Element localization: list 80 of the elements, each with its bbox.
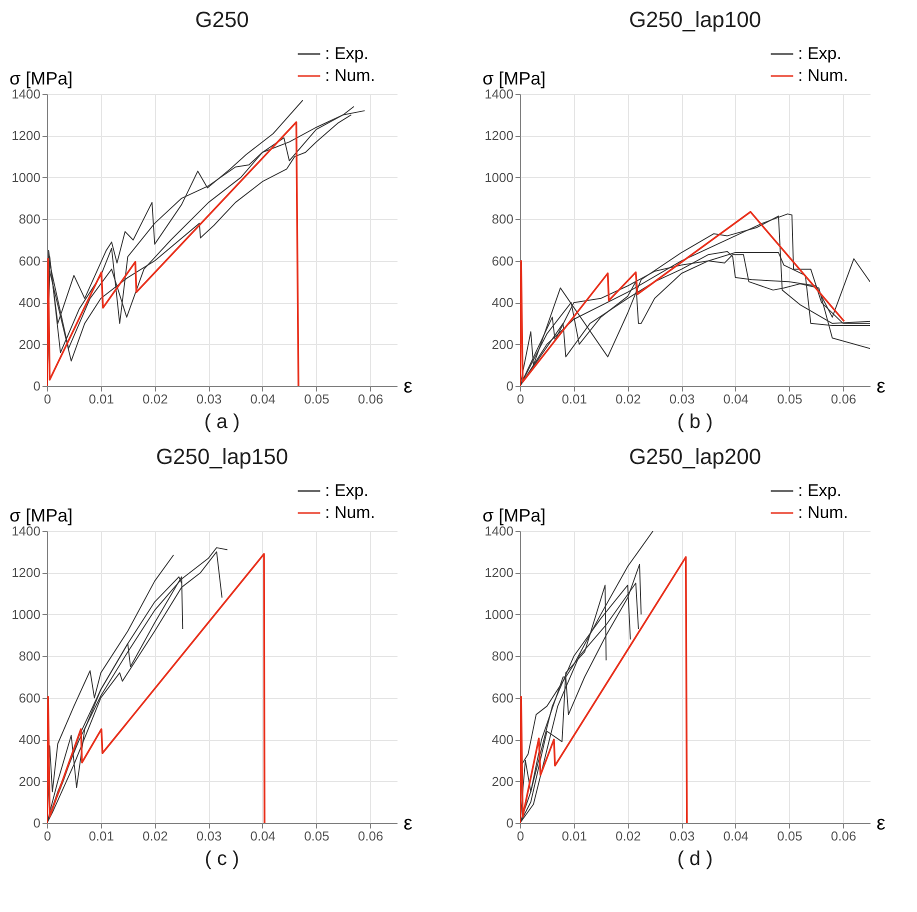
y-tick-label: 0 (506, 816, 514, 830)
x-tick-label: 0.01 (562, 392, 587, 406)
y-tick-label: 0 (33, 816, 40, 830)
y-axis-title: σ [MPa] (10, 68, 73, 88)
x-tick-label: 0.04 (723, 828, 749, 844)
x-tick-label: 0.02 (142, 392, 168, 406)
x-tick-label: 0.06 (830, 392, 856, 406)
x-tick-label: 0 (516, 392, 524, 406)
y-tick-label: 400 (492, 732, 514, 748)
y-tick-label: 600 (18, 690, 40, 706)
x-tick-label: 0.02 (142, 828, 168, 844)
x-tick-label: 0.02 (616, 392, 641, 406)
x-tick-label: 0.05 (304, 828, 330, 844)
y-tick-label: 1200 (12, 128, 40, 144)
x-tick-label: 0.05 (304, 392, 330, 406)
x-axis-title: ε (876, 376, 886, 398)
x-axis-title: ε (404, 812, 412, 834)
y-tick-label: 1000 (484, 170, 514, 185)
y-axis-title: σ [MPa] (10, 506, 73, 526)
x-tick-label: 0 (516, 828, 524, 844)
y-tick-label: 200 (492, 774, 514, 789)
y-tick-label: 0 (506, 378, 514, 394)
x-tick-label: 0.05 (777, 828, 802, 844)
y-tick-label: 0 (33, 378, 40, 394)
x-tick-label: 0 (44, 828, 52, 844)
y-tick-label: 400 (18, 295, 40, 310)
x-tick-label: 0.04 (250, 392, 276, 406)
legend-label: : Num. (798, 503, 848, 522)
y-tick-label: 1000 (12, 170, 40, 185)
y-tick-label: 200 (18, 774, 40, 789)
y-tick-label: 800 (492, 212, 514, 227)
x-tick-label: 0.01 (88, 392, 114, 406)
chart-title: G250 (195, 7, 249, 32)
x-tick-label: 0.02 (616, 828, 641, 844)
x-tick-label: 0.06 (358, 392, 384, 406)
legend-label: : Num. (325, 503, 376, 522)
legend-label: : Num. (325, 66, 376, 85)
x-tick-label: 0.01 (562, 828, 587, 844)
text: ( a ) (204, 411, 240, 433)
y-tick-label: 1200 (12, 565, 40, 580)
y-tick-label: 800 (492, 648, 514, 664)
x-tick-label: 0.03 (669, 392, 695, 406)
x-tick-label: 0 (44, 392, 52, 406)
y-tick-label: 1000 (484, 606, 514, 622)
y-tick-label: 600 (492, 690, 514, 706)
y-tick-label: 600 (492, 253, 514, 268)
text: ( c ) (204, 848, 240, 870)
y-axis-title: σ [MPa] (482, 68, 546, 88)
legend-label: : Exp. (798, 481, 842, 500)
chart-title: G250_lap100 (628, 7, 762, 32)
x-tick-label: 0.03 (196, 392, 222, 406)
y-tick-label: 1200 (484, 128, 514, 144)
x-axis-title: ε (876, 812, 886, 834)
legend-label: : Exp. (325, 44, 368, 63)
y-tick-label: 400 (18, 732, 40, 748)
x-tick-label: 0.06 (358, 828, 384, 844)
text: ( d ) (677, 848, 713, 870)
y-tick-label: 800 (18, 648, 40, 664)
x-tick-label: 0.04 (250, 828, 276, 844)
x-tick-label: 0.06 (830, 828, 856, 844)
x-tick-label: 0.03 (196, 828, 222, 844)
legend-label: : Exp. (325, 481, 368, 500)
chart-title: G250_lap150 (156, 444, 288, 469)
chart-title: G250_lap200 (628, 444, 762, 469)
legend-label: : Exp. (798, 44, 842, 63)
y-tick-label: 1000 (12, 606, 40, 622)
y-tick-label: 600 (18, 253, 40, 268)
x-tick-label: 0.05 (777, 392, 802, 406)
y-tick-label: 400 (492, 295, 514, 310)
legend-label: : Num. (798, 66, 848, 85)
y-axis-title: σ [MPa] (482, 506, 546, 526)
y-tick-label: 1200 (484, 565, 514, 580)
y-tick-label: 200 (492, 336, 514, 352)
x-tick-label: 0.04 (723, 392, 749, 406)
y-tick-label: 200 (18, 336, 40, 352)
text: ( b ) (677, 411, 713, 433)
y-tick-label: 800 (18, 212, 40, 227)
x-tick-label: 0.03 (669, 828, 695, 844)
x-axis-title: ε (404, 376, 412, 398)
x-tick-label: 0.01 (88, 828, 114, 844)
